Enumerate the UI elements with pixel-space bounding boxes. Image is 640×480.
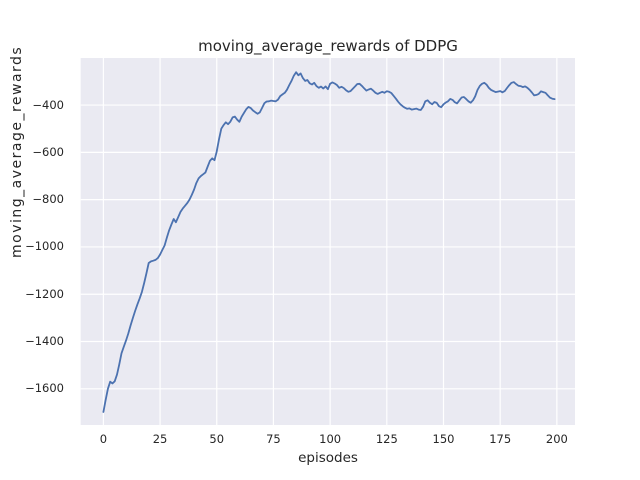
x-axis-label: episodes — [298, 450, 358, 466]
x-tick-label: 100 — [319, 432, 342, 446]
y-tick-label: −400 — [32, 97, 64, 112]
x-tick-label: 175 — [489, 432, 512, 446]
plot-area — [80, 58, 575, 425]
y-tick-label: −1600 — [25, 381, 64, 396]
y-tick-label: −1400 — [25, 334, 64, 349]
x-tick-label: 25 — [152, 432, 168, 446]
x-tick-label: 200 — [545, 432, 568, 446]
x-tick-label: 150 — [432, 432, 455, 446]
x-tick-label: 0 — [99, 432, 108, 446]
y-tick-label: −800 — [32, 192, 64, 207]
x-tick-label: 125 — [375, 432, 398, 446]
y-tick-label: −1000 — [25, 239, 64, 254]
chart-title: moving_average_rewards of DDPG — [198, 37, 458, 55]
y-tick-label: −600 — [32, 144, 64, 159]
x-tick-label: 75 — [266, 432, 281, 446]
y-tick-label: −1200 — [25, 286, 64, 301]
x-tick-label: 50 — [209, 432, 225, 446]
reward-line — [102, 71, 556, 413]
